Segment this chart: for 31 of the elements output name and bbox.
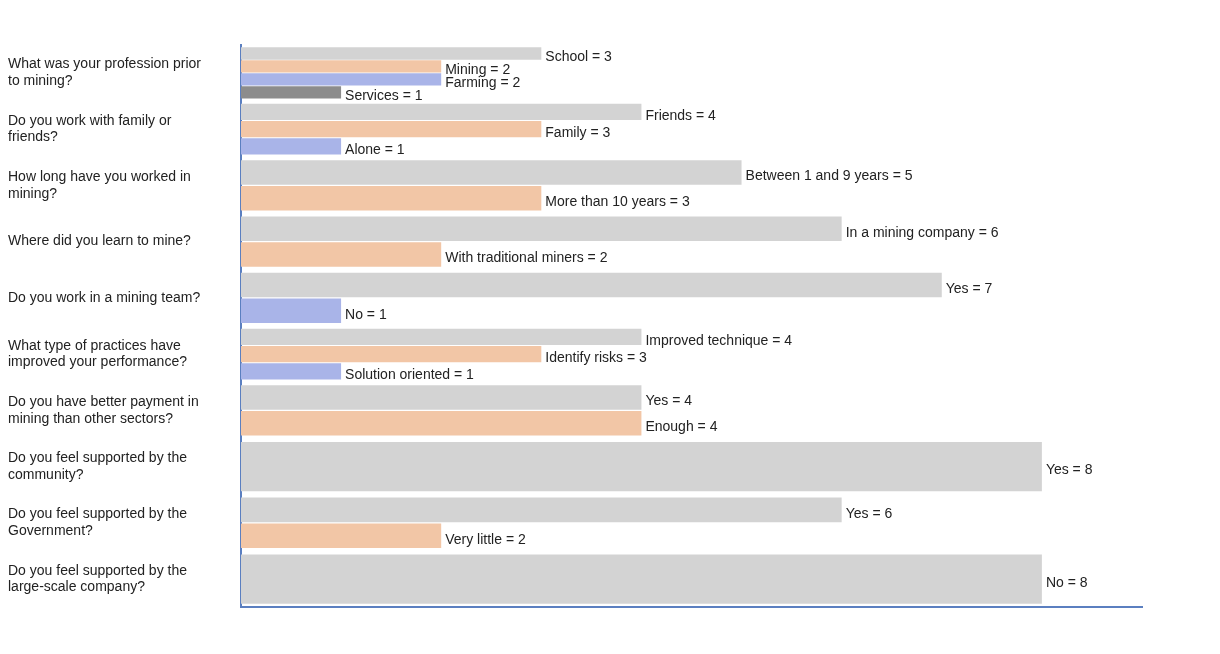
data-label: Improved technique = 4 (645, 331, 793, 348)
y-tick-label: Do you feel supported by the Government? (8, 505, 188, 539)
data-label: Family = 3 (545, 124, 611, 141)
y-tick-label: Do you work with family or friends? (8, 111, 172, 145)
data-label: Solution oriented = 1 (345, 366, 475, 383)
data-label: Mining = 2 (445, 61, 511, 78)
data-label: School = 3 (545, 48, 613, 65)
data-label: Between 1 and 9 years = 5 (745, 167, 913, 184)
data-label: Very little = 2 (445, 530, 526, 547)
y-tick-label: How long have you worked in mining? (8, 167, 191, 201)
data-label: Services = 1 (345, 87, 423, 104)
data-label: Enough = 4 (645, 418, 718, 435)
data-label: With traditional miners = 2 (445, 249, 608, 266)
y-tick-label: Do you have better payment in mining than other sectors? (8, 392, 199, 426)
data-label: More than 10 years = 3 (545, 193, 690, 210)
y-tick-label: Do you feel supported by the large-scale company? (8, 561, 188, 595)
data-label: Alone = 1 (345, 141, 405, 158)
y-tick-label: What was your profession prior to mining? (8, 55, 202, 89)
data-label: Yes = 6 (845, 504, 893, 521)
y-tick-label: Where did you learn to mine? (8, 232, 192, 249)
data-label: Yes = 4 (645, 392, 693, 409)
y-tick-label: Do you work in a mining team? (8, 288, 201, 305)
y-tick-label: What type of practices have improved your performance? (8, 336, 188, 370)
data-label: In a mining company = 6 (845, 223, 999, 240)
data-label: Identify risks = 3 (545, 348, 648, 365)
data-label: Friends = 4 (645, 106, 717, 123)
data-label: Yes = 7 (945, 279, 993, 296)
data-label: No = 1 (345, 305, 387, 322)
data-label: Yes = 8 (1045, 461, 1093, 478)
y-tick-label: Do you feel supported by the community? (8, 449, 188, 482)
data-label: No = 8 (1045, 573, 1088, 590)
